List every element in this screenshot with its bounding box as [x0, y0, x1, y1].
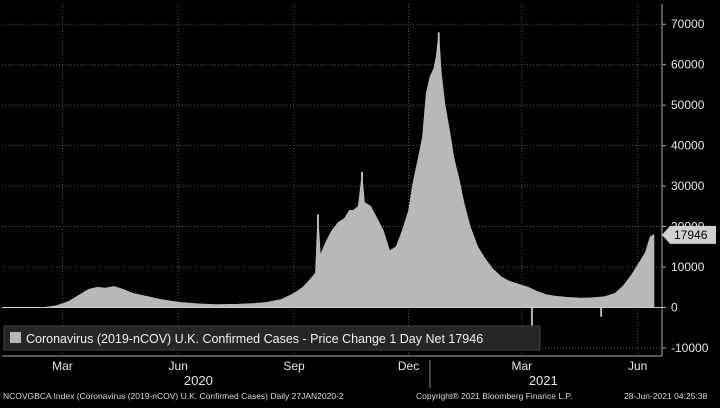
footer-timestamp: 28-Jun-2021 04:25:38 [624, 391, 707, 401]
x-tick-label: Jun [169, 359, 188, 373]
x-tick-label: Jun [628, 359, 647, 373]
last-value-label: 17946 [674, 228, 708, 242]
series-area-path [1, 32, 655, 308]
x-tick-label: Sep [283, 359, 305, 373]
y-tick-label: 30000 [671, 179, 705, 193]
y-tick-label: 70000 [671, 17, 705, 31]
y-tick-label: 0 [671, 300, 678, 314]
y-tick-label: 10000 [671, 260, 705, 274]
y-tick-label: 40000 [671, 139, 705, 153]
x-tick-label: Mar [52, 359, 73, 373]
footer-copyright: Copyright® 2021 Bloomberg Finance L.P. [416, 391, 572, 401]
y-tick-label: -10000 [671, 341, 709, 355]
legend-box [3, 325, 541, 351]
last-value-callout: 17946 [662, 225, 716, 244]
y-tick-label: 50000 [671, 98, 705, 112]
legend-swatch [10, 332, 21, 343]
last-value-box [662, 225, 716, 244]
footer-ticker: NCOVGBCA Index (Coronavirus (2019-nCOV) … [3, 391, 344, 401]
year-label: 2021 [529, 373, 558, 388]
y-tick-labels: -100000100002000030000400005000060000700… [671, 17, 709, 355]
x-tick-label: Dec [398, 359, 419, 373]
y-tick-label: 60000 [671, 58, 705, 72]
series-area [1, 32, 655, 328]
x-tick-label: Mar [512, 359, 533, 373]
legend-label: Coronavirus (2019-nCOV) U.K. Confirmed C… [26, 332, 483, 346]
year-label: 2020 [184, 373, 213, 388]
axes [2, 4, 666, 388]
legend: Coronavirus (2019-nCOV) U.K. Confirmed C… [3, 325, 541, 351]
